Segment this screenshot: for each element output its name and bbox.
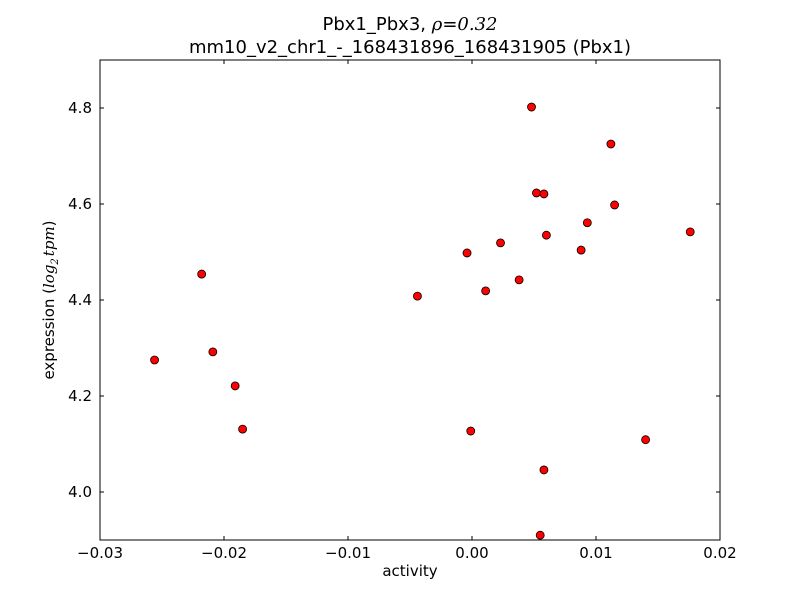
y-tick-label: 4.4 bbox=[68, 291, 92, 309]
data-point bbox=[230, 381, 240, 391]
y-label-prefix: expression ( bbox=[40, 288, 58, 380]
plot-area bbox=[99, 59, 721, 541]
data-point bbox=[514, 275, 524, 285]
data-point bbox=[535, 530, 545, 540]
data-points bbox=[150, 102, 695, 540]
data-point bbox=[685, 227, 695, 237]
x-tick-label: 0.00 bbox=[455, 544, 488, 562]
y-tick-label: 4.0 bbox=[68, 483, 92, 501]
data-point bbox=[197, 269, 207, 279]
y-label-suffix: ) bbox=[40, 220, 58, 226]
data-point bbox=[496, 238, 505, 248]
y-label-log: log bbox=[40, 265, 58, 288]
x-tick-label: −0.01 bbox=[325, 544, 371, 562]
data-point bbox=[413, 291, 422, 301]
data-point bbox=[238, 424, 248, 434]
title-rho-value: 0.32 bbox=[457, 14, 497, 35]
y-label-unit: tpm bbox=[40, 226, 58, 256]
data-point bbox=[582, 218, 592, 228]
chart-title-line1: Pbx1_Pbx3, ρ=0.32 bbox=[323, 14, 498, 35]
data-point bbox=[576, 245, 586, 255]
data-point bbox=[610, 200, 619, 210]
y-tick-label: 4.8 bbox=[68, 99, 92, 117]
data-point bbox=[462, 248, 472, 258]
y-tick-label: 4.6 bbox=[68, 195, 92, 213]
data-point bbox=[641, 435, 650, 445]
x-tick-label: 0.02 bbox=[703, 544, 736, 562]
x-tick-labels: −0.03 −0.02 −0.01 0.00 0.01 0.02 bbox=[77, 544, 737, 562]
y-axis-label: expression (log2 tpm) bbox=[40, 220, 61, 379]
title-rho-symbol: ρ bbox=[431, 14, 443, 35]
title-rho-equals: = bbox=[442, 14, 457, 35]
x-tick-label: −0.03 bbox=[77, 544, 123, 562]
title-prefix: Pbx1_Pbx3, bbox=[323, 14, 432, 35]
data-point bbox=[527, 102, 536, 112]
y-tick-label: 4.2 bbox=[68, 387, 92, 405]
data-point bbox=[150, 355, 159, 365]
data-point bbox=[539, 465, 549, 475]
data-point bbox=[208, 347, 218, 357]
data-point bbox=[466, 426, 476, 436]
y-label-log-sub: 2 bbox=[50, 258, 61, 265]
axis-ticks bbox=[99, 60, 721, 540]
data-point bbox=[532, 188, 541, 198]
x-axis-label: activity bbox=[382, 562, 437, 580]
y-tick-labels: 4.0 4.2 4.4 4.6 4.8 bbox=[68, 99, 92, 501]
chart-title-line2: mm10_v2_chr1_-_168431896_168431905 (Pbx1… bbox=[189, 37, 631, 58]
data-point bbox=[542, 230, 551, 240]
data-point bbox=[539, 189, 549, 199]
data-point bbox=[481, 286, 491, 296]
data-point bbox=[606, 139, 616, 149]
x-tick-label: −0.02 bbox=[201, 544, 247, 562]
x-tick-label: 0.01 bbox=[579, 544, 612, 562]
